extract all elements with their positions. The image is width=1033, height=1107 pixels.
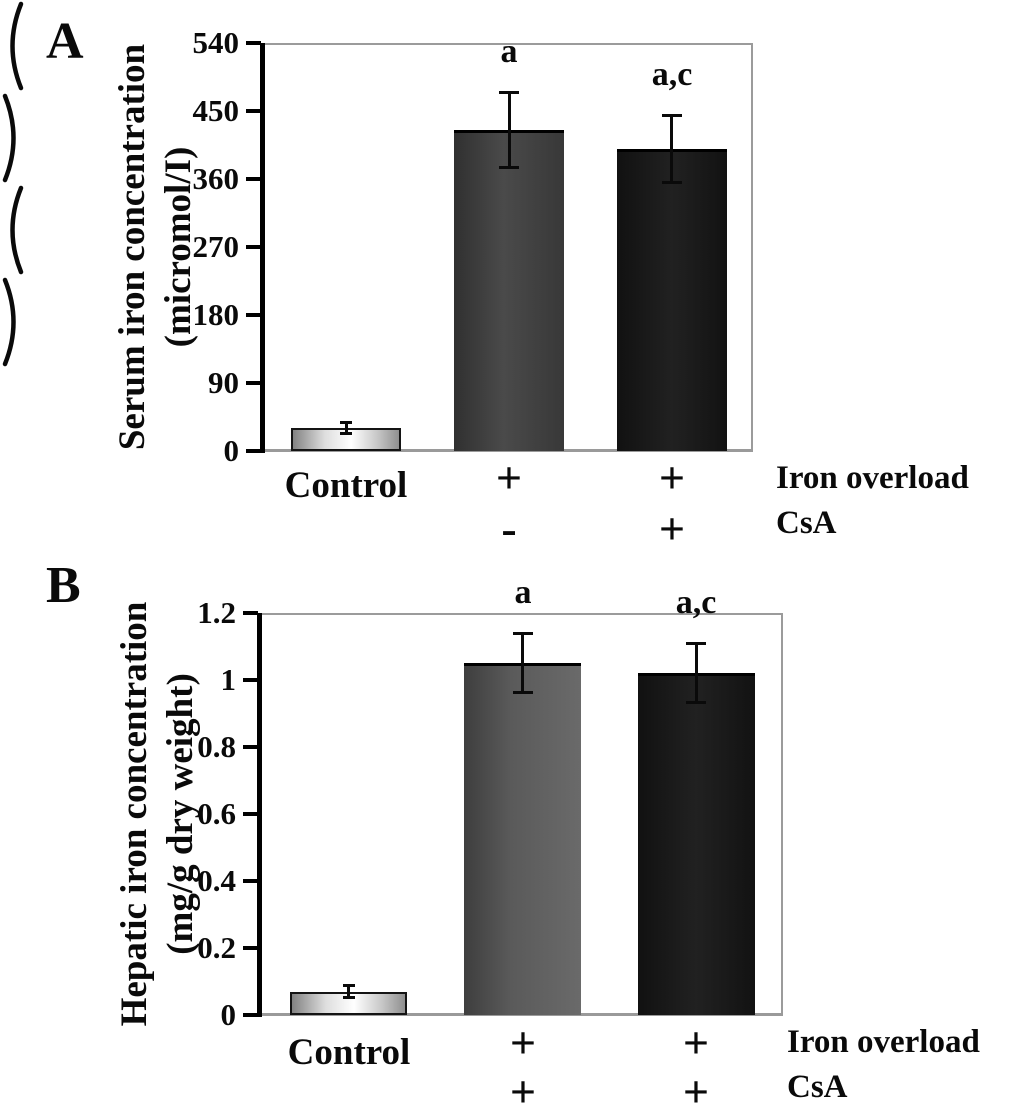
panel-b-letter: B [46,557,81,614]
error-bar-cap-top [513,632,533,635]
error-bar-cap-bottom [499,166,519,169]
error-bar-cap-bottom [513,691,533,694]
error-bar-cap-bottom [686,701,706,704]
condition-plus: + [658,452,686,503]
group-label-iron-overload: Iron overload [776,460,969,496]
bar-iron-overload [464,663,581,1015]
significance-label: a [500,33,518,70]
y-tick-mark [246,177,261,181]
error-bar-cap-bottom [662,181,682,184]
bracket-close-icon [0,92,26,184]
bracket-open-icon [0,0,26,92]
y-tick-label: 270 [192,229,240,264]
y-axis [257,613,262,1017]
y-tick-label: 0 [223,433,240,468]
y-tick-label: 0.6 [197,796,236,831]
significance-label: a,c [651,56,693,93]
y-tick-mark [246,41,261,45]
y-tick-mark [246,381,261,385]
error-bar-cap-top [343,984,355,987]
condition-plus: + [682,1066,710,1107]
condition-plus: + [682,1017,710,1068]
y-tick-mark [246,109,261,113]
error-bar-cap-top [662,114,682,117]
error-bar-line [670,115,673,183]
condition-plus: + [658,503,686,554]
y-tick-label: 0.4 [197,863,236,898]
y-tick-label: 540 [192,25,240,60]
y-tick-mark [243,745,258,749]
y-tick-mark [246,449,261,453]
significance-label: a [514,574,532,611]
y-tick-mark [243,812,258,816]
condition-plus: + [509,1066,537,1107]
error-bar-line [508,92,511,168]
error-bar-line [345,422,348,434]
bar-iron-overload-csa [638,673,755,1015]
plot-frame-right [781,613,783,1015]
error-bar-line [347,985,350,998]
category-label-control: Control [287,1032,411,1073]
y-tick-mark [243,1013,258,1017]
error-bar-cap-bottom [343,996,355,999]
error-bar-cap-top [499,91,519,94]
error-bar-cap-bottom [340,432,352,435]
y-tick-label: 450 [192,93,240,128]
y-tick-label: 0.2 [197,930,236,965]
plot-frame-right [751,43,753,451]
y-tick-label: 360 [192,161,240,196]
y-tick-label: 0 [220,997,237,1032]
group-label-csa: CsA [776,505,837,541]
y-tick-mark [243,946,258,950]
y-tick-mark [246,245,261,249]
plot-frame-top [265,43,753,45]
bar-iron-overload-csa [617,149,727,451]
panel-a-letter: A [46,13,84,70]
error-bar-line [695,643,698,703]
error-bar-cap-top [686,642,706,645]
y-tick-mark [243,879,258,883]
y-tick-label: 90 [208,365,239,400]
plot-frame-top [262,613,783,615]
y-tick-mark [246,313,261,317]
condition-plus: + [509,1017,537,1068]
bracket-close-icon [0,276,26,368]
group-label-csa: CsA [787,1069,848,1105]
y-tick-mark [243,678,258,682]
bracket-open-icon [0,184,26,276]
y-tick-label: 1.2 [197,595,236,630]
y-tick-label: 0.8 [197,729,236,764]
y-tick-mark [243,611,258,615]
condition-minus: - [501,503,517,554]
y-axis [260,43,265,453]
bar-iron-overload [454,130,564,451]
y-tick-label: 180 [192,297,240,332]
group-label-iron-overload: Iron overload [787,1024,980,1060]
category-label-control: Control [284,465,408,506]
y-tick-label: 1 [220,662,237,697]
error-bar-cap-top [340,421,352,424]
condition-plus: + [495,452,523,503]
significance-label: a,c [675,584,717,621]
error-bar-line [521,633,524,693]
